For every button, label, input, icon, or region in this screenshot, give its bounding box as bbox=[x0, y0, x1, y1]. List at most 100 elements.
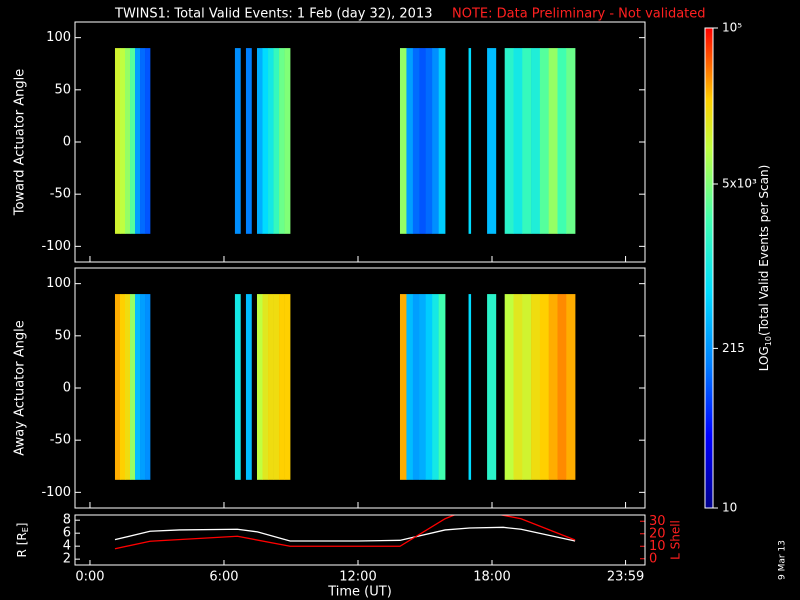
heat-cell bbox=[539, 294, 549, 480]
plot-frame bbox=[74, 21, 646, 263]
heat-cell bbox=[114, 294, 121, 480]
heat-cell bbox=[513, 48, 523, 234]
heat-cell bbox=[256, 294, 263, 480]
heat-cell bbox=[284, 48, 291, 234]
heat-cell bbox=[557, 294, 567, 480]
y-tick-label: -100 bbox=[41, 239, 71, 254]
colorbar-tick-label: 215 bbox=[722, 341, 745, 355]
y-axis-label: Away Actuator Angle bbox=[13, 320, 28, 455]
heat-cell bbox=[268, 48, 274, 234]
x-axis-label: Time (UT) bbox=[327, 585, 392, 600]
heat-cell bbox=[130, 294, 136, 480]
x-tick-label: 6:00 bbox=[209, 570, 238, 585]
heat-cell bbox=[119, 48, 126, 234]
y2-tick-label: 20 bbox=[649, 526, 666, 541]
heat-cell bbox=[399, 48, 407, 234]
heat-cell bbox=[425, 294, 433, 480]
heat-cell bbox=[548, 294, 558, 480]
y-axis-label: Toward Actuator Angle bbox=[13, 69, 28, 216]
heat-cell bbox=[262, 48, 269, 234]
heat-cell bbox=[284, 294, 291, 480]
y-tick-label: 0 bbox=[63, 135, 71, 150]
heat-cell bbox=[425, 48, 433, 234]
heat-cell bbox=[140, 48, 146, 234]
heat-cell bbox=[245, 48, 252, 234]
date: 9 Mar 13 bbox=[778, 540, 788, 580]
y-tick-label: 50 bbox=[54, 82, 71, 97]
y-tick-label: 50 bbox=[54, 328, 71, 343]
colorbar-tick-label: 10 bbox=[722, 501, 737, 515]
heat-cell bbox=[557, 48, 567, 234]
heat-cell bbox=[513, 294, 523, 480]
heat-cell bbox=[273, 48, 280, 234]
y2-tick-label: 10 bbox=[649, 539, 666, 554]
heat-cell bbox=[406, 294, 414, 480]
heat-cell bbox=[399, 294, 407, 480]
heat-cell bbox=[522, 48, 532, 234]
heat-cell bbox=[419, 48, 427, 234]
plot-frame bbox=[74, 514, 646, 566]
heat-cell bbox=[256, 48, 263, 234]
heat-cell bbox=[145, 294, 151, 480]
heat-cell bbox=[438, 48, 446, 234]
heat-cell bbox=[432, 294, 439, 480]
heat-cell bbox=[438, 294, 446, 480]
y-tick-label: 0 bbox=[63, 381, 71, 396]
heat-cell bbox=[531, 294, 541, 480]
y-tick-label: 8 bbox=[63, 513, 71, 528]
x-tick-label: 18:00 bbox=[473, 570, 510, 585]
colorbar-tick-label: 5x10³ bbox=[722, 177, 757, 191]
heat-cell bbox=[419, 294, 427, 480]
y-tick-label: -50 bbox=[50, 187, 71, 202]
chart-title: TWINS1: Total Valid Events: 1 Feb (day 3… bbox=[114, 7, 433, 22]
heat-cell bbox=[135, 48, 141, 234]
y2-axis-label: L Shell bbox=[669, 520, 683, 560]
heat-cell bbox=[539, 48, 549, 234]
heat-cell bbox=[119, 294, 126, 480]
heat-cell bbox=[114, 48, 121, 234]
colorbar-tick-label: 10⁵ bbox=[722, 21, 742, 35]
heat-cell bbox=[468, 294, 472, 480]
y-axis-label-part: ] bbox=[15, 523, 29, 528]
heat-cell bbox=[124, 294, 131, 480]
heat-cell bbox=[130, 48, 136, 234]
y-tick-label: 100 bbox=[46, 30, 71, 45]
heat-cell bbox=[135, 294, 141, 480]
heat-cell bbox=[531, 48, 541, 234]
heat-cell bbox=[145, 48, 151, 234]
heat-cell bbox=[273, 294, 280, 480]
heat-cell bbox=[412, 48, 420, 234]
heat-cell bbox=[522, 294, 532, 480]
heat-cell bbox=[279, 294, 285, 480]
y2-tick-label: 30 bbox=[649, 514, 666, 529]
heat-cell bbox=[262, 294, 269, 480]
series-line bbox=[114, 526, 576, 542]
x-tick-label: 12:00 bbox=[339, 570, 376, 585]
heat-cell bbox=[504, 48, 514, 234]
x-tick-label: 0:00 bbox=[75, 570, 104, 585]
heat-cell bbox=[234, 294, 241, 480]
colorbar bbox=[704, 27, 714, 509]
heat-cell bbox=[124, 48, 131, 234]
y-axis-label-part: E bbox=[21, 527, 30, 532]
heat-cell bbox=[279, 48, 285, 234]
y-tick-label: 100 bbox=[46, 276, 71, 291]
heat-cell bbox=[432, 48, 439, 234]
heat-cell bbox=[548, 48, 558, 234]
heat-cell bbox=[268, 294, 274, 480]
colorbar-label: LOG10(Total Valid Events per Scan) bbox=[757, 165, 773, 372]
heat-cell bbox=[566, 294, 576, 480]
heat-cell bbox=[487, 294, 497, 480]
plot-frame bbox=[74, 267, 646, 509]
y-tick-label: -50 bbox=[50, 433, 71, 448]
note: NOTE: Data Preliminary - Not validated bbox=[452, 7, 706, 22]
y2-tick-label: 0 bbox=[649, 551, 657, 566]
heat-cell bbox=[245, 294, 252, 480]
heat-cell bbox=[412, 294, 420, 480]
y-axis-label-part: R [R bbox=[15, 532, 29, 557]
heat-cell bbox=[487, 48, 497, 234]
y-tick-label: -100 bbox=[41, 485, 71, 500]
y-tick-label: 2 bbox=[63, 552, 71, 567]
y-tick-label: 6 bbox=[63, 526, 71, 541]
